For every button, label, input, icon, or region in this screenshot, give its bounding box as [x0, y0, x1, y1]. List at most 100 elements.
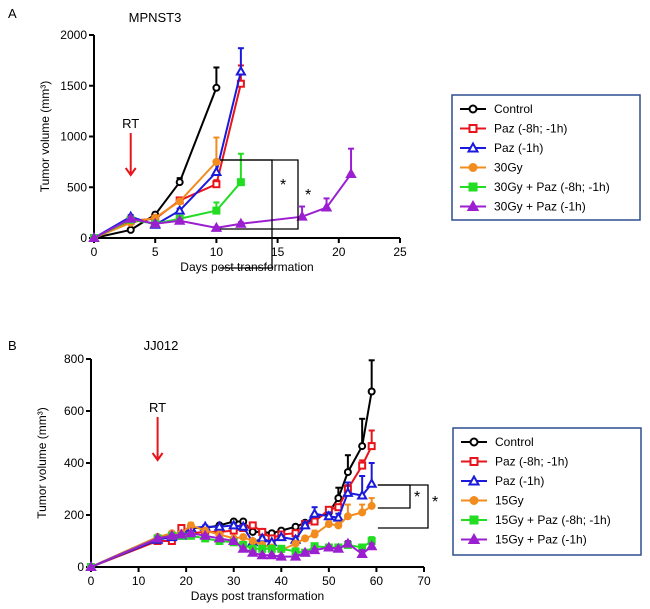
legend-label: 30Gy + Paz (-1h)	[494, 200, 586, 214]
data-point	[175, 528, 188, 539]
data-point	[213, 532, 226, 543]
data-point	[466, 141, 480, 153]
data-point	[308, 507, 321, 518]
rt-arrowhead	[151, 452, 164, 462]
chart-title: JJ012	[144, 338, 179, 353]
rt-label: RT	[149, 400, 166, 415]
data-point	[296, 210, 308, 221]
x-tick-label: 60	[370, 574, 384, 588]
data-point	[466, 199, 480, 211]
data-point	[237, 542, 249, 553]
data-point	[212, 180, 221, 189]
legend-label: Paz (-1h)	[494, 141, 543, 155]
data-point	[299, 546, 311, 557]
series-5	[85, 527, 378, 571]
data-point	[173, 214, 186, 225]
data-point	[334, 521, 343, 530]
data-point	[289, 550, 302, 561]
data-point	[213, 520, 226, 531]
y-axis-label: Tumor volume (mm³)	[35, 407, 49, 519]
significance-star: *	[414, 489, 420, 506]
data-point	[367, 387, 376, 396]
x-tick-label: 15	[271, 245, 285, 259]
data-point	[468, 182, 478, 192]
data-point	[467, 532, 481, 544]
x-tick-label: 5	[152, 245, 159, 259]
significance-star: *	[432, 494, 438, 511]
data-point	[468, 104, 478, 114]
legend-label: Control	[495, 435, 534, 449]
y-tick-label: 2000	[60, 28, 87, 42]
data-point	[175, 178, 184, 187]
data-point	[332, 511, 345, 522]
data-point	[199, 529, 211, 540]
data-point	[299, 519, 311, 530]
legend-label: 15Gy + Paz (-1h)	[495, 533, 587, 547]
x-tick-label: 50	[322, 574, 336, 588]
x-tick-label: 30	[227, 574, 241, 588]
x-tick-label: 20	[332, 245, 346, 259]
data-point	[342, 486, 354, 497]
x-tick-label: 0	[88, 574, 95, 588]
significance-bracket	[220, 159, 299, 230]
x-tick-label: 0	[91, 245, 98, 259]
data-point	[235, 65, 247, 76]
panel-B: B JJ012 0 10 20 30 40 50 60 70 0 200 400 600 800 Days p…	[8, 338, 642, 603]
x-tick-label: 20	[179, 574, 193, 588]
legend-box	[451, 94, 641, 221]
significance-bracket	[220, 159, 273, 269]
x-tick-label: 25	[393, 245, 407, 259]
panel-A: A MPNST3 0 5 10 15 20 25 0 500 1000 1500 2000 Days po…	[8, 6, 641, 274]
significance-bracket	[377, 484, 411, 509]
x-tick-label: 10	[132, 574, 146, 588]
data-point	[345, 168, 357, 179]
legend: Control Paz (-8h; -1h) Paz (-1h) 15Gy 15Gy +…	[452, 427, 642, 556]
data-point	[173, 204, 186, 215]
data-point	[237, 520, 249, 531]
series-2	[88, 47, 247, 242]
legend-label: 30Gy	[494, 161, 523, 175]
series-line	[93, 71, 242, 239]
data-point	[236, 178, 245, 187]
legend-box	[452, 427, 642, 556]
data-point	[275, 531, 288, 542]
data-point	[151, 532, 164, 543]
data-point	[343, 512, 352, 521]
legend-label: 15Gy + Paz (-8h; -1h)	[495, 513, 611, 527]
data-point	[358, 508, 367, 517]
data-point	[85, 560, 97, 571]
data-point	[212, 83, 221, 92]
data-point	[324, 520, 333, 529]
data-point	[469, 496, 479, 505]
data-point	[149, 217, 161, 228]
data-point	[323, 541, 335, 552]
x-tick-label: 40	[275, 574, 289, 588]
data-point	[358, 461, 367, 470]
legend-label: Paz (-1h)	[495, 474, 544, 488]
panel-label: B	[8, 338, 17, 353]
data-point	[320, 201, 333, 212]
data-point	[469, 437, 479, 447]
y-tick-label: 800	[64, 352, 84, 366]
x-axis-label: Days post transformation	[191, 589, 324, 603]
data-point	[467, 474, 481, 486]
data-point	[334, 494, 343, 503]
y-tick-label: 200	[64, 508, 84, 522]
data-point	[356, 547, 368, 558]
data-point	[367, 501, 376, 510]
legend-label: 15Gy	[495, 494, 524, 508]
data-point	[358, 442, 367, 451]
data-point	[126, 225, 135, 234]
legend-label: Paz (-8h; -1h)	[495, 455, 568, 469]
data-point	[227, 519, 240, 530]
data-point	[247, 546, 259, 557]
rt-label: RT	[122, 116, 139, 131]
data-point	[291, 522, 300, 531]
data-point	[365, 477, 378, 488]
data-point	[332, 542, 345, 553]
data-point	[342, 537, 354, 548]
data-point	[310, 517, 319, 526]
data-point	[210, 221, 223, 232]
data-point	[356, 489, 368, 500]
